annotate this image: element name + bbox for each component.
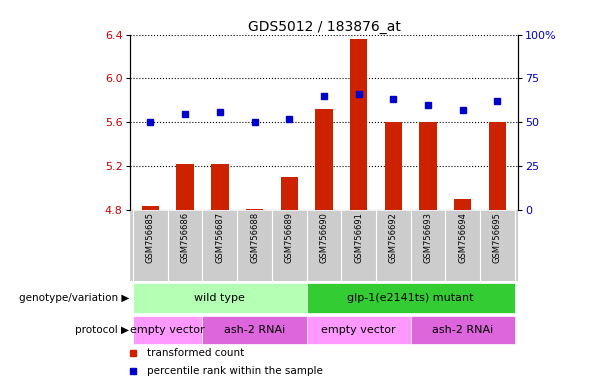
Bar xyxy=(211,164,229,210)
Text: protocol ▶: protocol ▶ xyxy=(75,325,129,335)
Text: ash-2 RNAi: ash-2 RNAi xyxy=(224,325,285,335)
Bar xyxy=(376,210,411,281)
Bar xyxy=(350,39,368,210)
Text: percentile rank within the sample: percentile rank within the sample xyxy=(147,366,323,376)
Bar xyxy=(133,283,307,313)
Bar xyxy=(280,177,298,210)
Text: genotype/variation ▶: genotype/variation ▶ xyxy=(18,293,129,303)
Bar xyxy=(272,210,307,281)
Text: GSM756695: GSM756695 xyxy=(493,212,502,263)
Text: ash-2 RNAi: ash-2 RNAi xyxy=(432,325,494,335)
Bar xyxy=(203,210,237,281)
Text: GSM756685: GSM756685 xyxy=(146,212,155,263)
Text: GSM756687: GSM756687 xyxy=(216,212,224,263)
Bar xyxy=(419,122,437,210)
Text: GSM756689: GSM756689 xyxy=(284,212,294,263)
Bar xyxy=(315,109,333,210)
Bar xyxy=(177,164,194,210)
Text: wild type: wild type xyxy=(194,293,245,303)
Bar xyxy=(341,210,376,281)
Bar xyxy=(480,210,515,281)
Bar xyxy=(307,283,515,313)
Bar xyxy=(445,210,480,281)
Text: GSM756690: GSM756690 xyxy=(319,212,329,263)
Text: GSM756692: GSM756692 xyxy=(389,212,398,263)
Text: empty vector: empty vector xyxy=(130,325,205,335)
Text: GSM756694: GSM756694 xyxy=(458,212,467,263)
Bar xyxy=(307,316,411,344)
Bar xyxy=(237,210,272,281)
Text: transformed count: transformed count xyxy=(147,348,244,358)
Text: GSM756693: GSM756693 xyxy=(423,212,432,263)
Bar xyxy=(454,199,471,210)
Text: GSM756691: GSM756691 xyxy=(354,212,363,263)
Bar xyxy=(168,210,203,281)
Text: GSM756688: GSM756688 xyxy=(250,212,259,263)
Text: glp-1(e2141ts) mutant: glp-1(e2141ts) mutant xyxy=(348,293,474,303)
Bar xyxy=(489,122,506,210)
Bar xyxy=(133,210,168,281)
Bar xyxy=(411,210,445,281)
Text: empty vector: empty vector xyxy=(322,325,396,335)
Bar xyxy=(411,316,515,344)
Bar xyxy=(246,209,263,210)
Bar xyxy=(307,210,341,281)
Title: GDS5012 / 183876_at: GDS5012 / 183876_at xyxy=(247,20,401,33)
Bar xyxy=(142,206,159,210)
Text: GSM756686: GSM756686 xyxy=(181,212,190,263)
Bar xyxy=(203,316,307,344)
Bar xyxy=(133,316,203,344)
Bar xyxy=(385,122,402,210)
